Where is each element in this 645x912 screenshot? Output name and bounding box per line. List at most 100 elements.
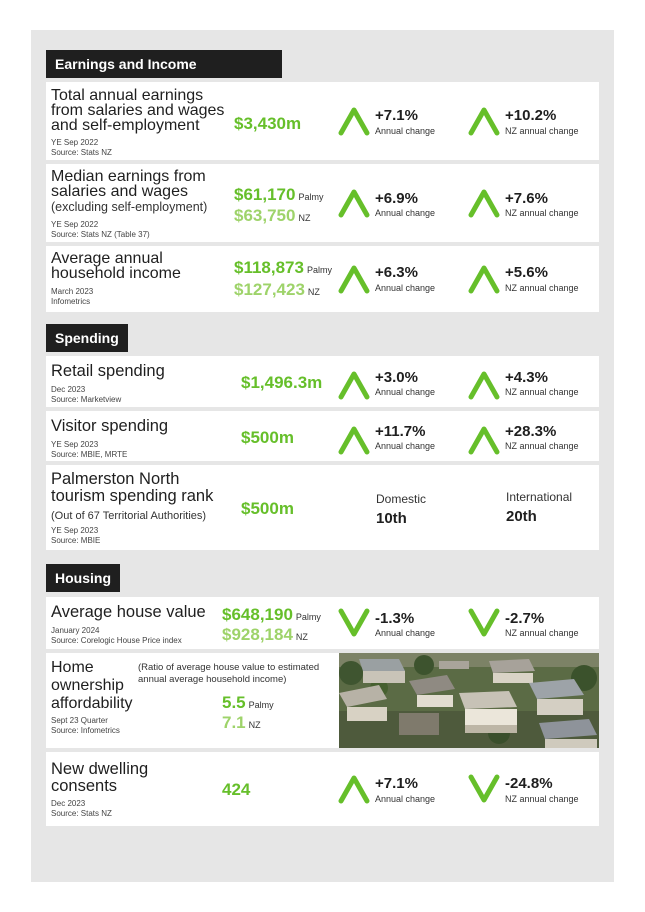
palmy-label: Palmy xyxy=(248,700,274,710)
card-period: January 2024 xyxy=(51,626,100,635)
nz-label: NZ xyxy=(295,632,308,642)
card-source: Source: Corelogic House Price index xyxy=(51,636,182,645)
stat-value-nz: $928,184 NZ xyxy=(222,625,308,647)
card-title-line: Home xyxy=(51,659,94,676)
card-source: Source: Stats NZ xyxy=(51,809,112,818)
nz-change-value: +7.6% xyxy=(505,190,548,207)
stat-card-affordability: Home ownership affordability Sept 23 Qua… xyxy=(46,653,339,748)
arrow-down-icon xyxy=(468,774,500,803)
card-source: Source: Infometrics xyxy=(51,726,120,735)
card-source: Source: MBIE, MRTE xyxy=(51,450,128,459)
arrow-up-icon xyxy=(468,426,500,455)
stat-card-total-earnings: Total annual earnings from salaries and … xyxy=(46,82,599,160)
arrow-up-icon xyxy=(468,107,500,136)
card-title-line: New dwelling xyxy=(51,760,149,778)
arrow-up-icon xyxy=(338,107,370,136)
stat-value-nz: 7.1 NZ xyxy=(222,713,261,735)
stat-card-house-value: Average house value January 2024 Source:… xyxy=(46,597,599,649)
stat-value-nz: $63,750 NZ xyxy=(234,206,310,228)
card-source: Source: Stats NZ xyxy=(51,148,112,157)
card-period: YE Sep 2023 xyxy=(51,526,99,535)
annual-change-value: +7.1% xyxy=(375,775,418,792)
annual-change-label: Annual change xyxy=(375,283,436,293)
card-title-line: Total annual earnings xyxy=(51,87,204,104)
card-source: Source: MBIE xyxy=(51,536,101,545)
nz-label: NZ xyxy=(298,213,311,223)
palmy-value: $118,873 xyxy=(234,258,304,277)
nz-change-value: -2.7% xyxy=(505,610,545,627)
stat-card-dwelling-consents: New dwelling consents Dec 2023 Source: S… xyxy=(46,752,599,826)
card-title: Retail spending xyxy=(51,362,165,380)
nz-change-value: +28.3% xyxy=(505,423,557,440)
card-period: YE Sep 2022 xyxy=(51,138,99,147)
stat-value-palmy: $61,170 Palmy xyxy=(234,185,323,207)
annual-change-label: Annual change xyxy=(375,794,436,804)
nz-change-value: -24.8% xyxy=(505,775,553,792)
stat-value: $1,496.3m xyxy=(241,373,323,392)
annual-change-value: +6.9% xyxy=(375,190,418,207)
card-period: Dec 2023 xyxy=(51,799,86,808)
stat-value: $500m xyxy=(241,428,294,447)
arrow-up-icon xyxy=(338,189,370,218)
nz-value: $63,750 xyxy=(234,206,296,225)
palmy-label: Palmy xyxy=(298,192,324,202)
card-title-line: tourism spending rank xyxy=(51,487,214,505)
stat-card-visitor-spending: Visitor spending YE Sep 2023 Source: MBI… xyxy=(46,411,599,461)
section-header-earnings: Earnings and Income xyxy=(46,50,282,78)
card-title-line: Median earnings from xyxy=(51,168,206,185)
arrow-up-icon xyxy=(468,265,500,294)
arrow-up-icon xyxy=(338,775,370,804)
card-source: Source: Marketview xyxy=(51,395,122,404)
card-title-line: salaries and wages xyxy=(51,183,188,200)
annual-change-value: -1.3% xyxy=(375,610,415,627)
card-subtitle: (excluding self-employment) xyxy=(51,200,208,214)
annual-change-value: +6.3% xyxy=(375,264,418,281)
card-subtitle: (Out of 67 Territorial Authorities) xyxy=(51,510,207,522)
stat-value-palmy: 5.5 Palmy xyxy=(222,693,274,715)
arrow-up-icon xyxy=(338,371,370,400)
nz-change-label: NZ annual change xyxy=(505,628,579,638)
nz-label: NZ xyxy=(248,720,261,730)
annual-change-label: Annual change xyxy=(375,441,436,451)
stat-value-palmy: $118,873 Palmy xyxy=(234,258,332,280)
palmy-value: 5.5 xyxy=(222,693,246,712)
annual-change-value: +7.1% xyxy=(375,107,418,124)
nz-change-value: +4.3% xyxy=(505,369,548,386)
card-title-line: from salaries and wages xyxy=(51,102,225,119)
stat-value: 424 xyxy=(222,780,251,799)
card-title-line: household income xyxy=(51,265,181,282)
stat-value-palmy: $648,190 Palmy xyxy=(222,605,321,627)
nz-change-value: +10.2% xyxy=(505,107,557,124)
palmy-label: Palmy xyxy=(306,265,332,275)
stat-card-median-earnings: Median earnings from salaries and wages … xyxy=(46,164,599,242)
card-title-line: affordability xyxy=(51,695,133,712)
card-source: Infometrics xyxy=(51,297,91,306)
nz-change-label: NZ annual change xyxy=(505,794,579,804)
ratio-note-line: (Ratio of average house value to estimat… xyxy=(138,662,320,673)
arrow-up-icon xyxy=(468,371,500,400)
card-title-line: ownership xyxy=(51,677,124,694)
nz-change-label: NZ annual change xyxy=(505,126,579,136)
palmy-label: Palmy xyxy=(295,612,321,622)
arrow-up-icon xyxy=(338,265,370,294)
card-title-line: consents xyxy=(51,777,118,795)
card-title: Visitor spending xyxy=(51,417,169,435)
nz-label: NZ xyxy=(307,287,320,297)
stat-value: $3,430m xyxy=(234,114,302,133)
palmy-value: $61,170 xyxy=(234,185,296,204)
annual-change-label: Annual change xyxy=(375,126,436,136)
ratio-note-line: annual average household income) xyxy=(138,674,287,685)
section-header-housing: Housing xyxy=(46,564,120,592)
nz-change-label: NZ annual change xyxy=(505,283,579,293)
nz-value: $127,423 xyxy=(234,280,305,299)
stat-card-retail-spending: Retail spending Dec 2023 Source: Marketv… xyxy=(46,356,599,407)
arrow-down-icon xyxy=(468,608,500,637)
arrow-up-icon xyxy=(338,426,370,455)
annual-change-value: +3.0% xyxy=(375,369,418,386)
annual-change-label: Annual change xyxy=(375,387,436,397)
annual-change-label: Annual change xyxy=(375,208,436,218)
section-header-spending: Spending xyxy=(46,324,128,352)
card-period: Dec 2023 xyxy=(51,385,86,394)
domestic-label: Domestic xyxy=(376,492,427,506)
nz-change-value: +5.6% xyxy=(505,264,548,281)
